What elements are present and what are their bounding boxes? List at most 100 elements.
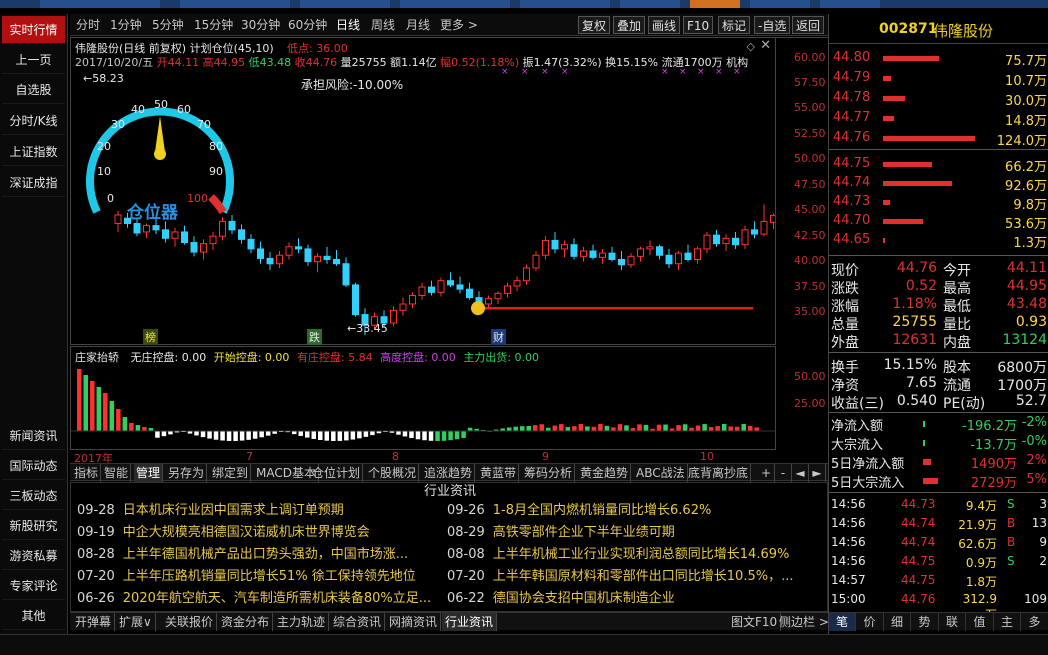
candle bbox=[333, 249, 340, 266]
period-more[interactable]: 更多 > bbox=[440, 18, 478, 32]
tab-save-as[interactable]: 另存为 bbox=[166, 464, 208, 482]
tab-manage[interactable]: 管理 bbox=[134, 464, 164, 482]
sidebar-item-intl[interactable]: 国际动态 bbox=[2, 452, 65, 480]
period-60min[interactable]: 60分钟 bbox=[288, 18, 328, 32]
sidebar-item-news[interactable]: 新闻资讯 bbox=[2, 422, 65, 450]
quote-tab[interactable]: 多 bbox=[1022, 613, 1048, 631]
sidebar-item-realtime[interactable]: 实时行情 bbox=[2, 16, 65, 44]
quote-tab[interactable]: 主 bbox=[994, 613, 1021, 631]
tab-macd[interactable]: MACD基本 bbox=[254, 464, 319, 482]
ask-row[interactable]: 44.78 30.0万 bbox=[829, 90, 1048, 109]
tab-chip[interactable]: 筹码分析 bbox=[522, 464, 576, 482]
sidebar-item-watchlist[interactable]: 自选股 bbox=[2, 76, 65, 104]
sidebar-item-sh-index[interactable]: 上证指数 bbox=[2, 138, 65, 166]
tab-indicator[interactable]: 指标 bbox=[72, 464, 102, 482]
tab-overview[interactable]: 个股概况 bbox=[366, 464, 420, 482]
scroll-right-button[interactable]: ► bbox=[809, 464, 826, 482]
period-30min[interactable]: 30分钟 bbox=[241, 18, 281, 32]
restore-rights-button[interactable]: 复权 bbox=[578, 16, 611, 34]
back-button[interactable]: 返回 bbox=[792, 16, 825, 34]
news-item[interactable]: 09-19 中企大规模亮相德国汉诺威机床世界博览会 bbox=[77, 525, 370, 540]
quote-tab[interactable]: 细 bbox=[884, 613, 911, 631]
sidebar-toggle-button[interactable]: 侧边栏 > bbox=[779, 615, 829, 629]
ask-row[interactable]: 44.77 14.8万 bbox=[829, 110, 1048, 129]
bid-row[interactable]: 44.73 9.8万 bbox=[829, 194, 1048, 213]
sidebar-item-expert[interactable]: 专家评论 bbox=[2, 572, 65, 600]
tab-gold-trend[interactable]: 黄金趋势 bbox=[578, 464, 632, 482]
signal-marker: × bbox=[561, 67, 569, 77]
period-5min[interactable]: 5分钟 bbox=[152, 18, 184, 32]
event-tag-finance[interactable]: 财 bbox=[491, 329, 506, 345]
sidebar-item-sz-index[interactable]: 深证成指 bbox=[2, 169, 65, 197]
overlay-button[interactable]: 叠加 bbox=[613, 16, 646, 34]
sidebar-item-prev-page[interactable]: 上一页 bbox=[2, 46, 65, 74]
news-item[interactable]: 08-08 上半年机械工业行业实现利润总额同比增长14.69% bbox=[447, 547, 790, 562]
kline-chart[interactable]: 伟隆股份(日线 前复权) 计划仓位(45,10) 低点: 36.00 ◇ ✕ 2… bbox=[70, 37, 776, 345]
tab-bind-to[interactable]: 绑定到 bbox=[210, 464, 252, 482]
tab-web-news[interactable]: 网摘资讯 bbox=[386, 613, 442, 631]
period-timeshare[interactable]: 分时 bbox=[76, 18, 101, 32]
quote-tab[interactable]: 联 bbox=[939, 613, 966, 631]
ask-row[interactable]: 44.76 124.0万 bbox=[829, 130, 1048, 149]
tab-smart[interactable]: 智能 bbox=[102, 464, 132, 482]
bid-row[interactable]: 44.65 1.3万 bbox=[829, 232, 1048, 251]
tab-yellow-blue[interactable]: 黄蓝带 bbox=[478, 464, 520, 482]
tab-chase-trend[interactable]: 追涨趋势 bbox=[422, 464, 476, 482]
bid-row[interactable]: 44.70 53.6万 bbox=[829, 213, 1048, 232]
sidebar-item-private[interactable]: 游资私募 bbox=[2, 542, 65, 570]
news-item[interactable]: 07-20 上半年韩国原材料和零部件出口同比增长10.5%，... bbox=[447, 569, 794, 584]
mark-button[interactable]: 标记 bbox=[718, 16, 751, 34]
f10-graphic-button[interactable]: 图文F10 bbox=[728, 613, 782, 631]
quote-tab[interactable]: 势 bbox=[912, 613, 939, 631]
scroll-left-button[interactable]: ◄ bbox=[792, 464, 809, 482]
tab-position-plan[interactable]: 仓位计划 bbox=[310, 464, 364, 482]
news-item[interactable]: 06-22 德国协会支招中国机床制造企业 bbox=[447, 591, 675, 606]
tab-general-news[interactable]: 综合资讯 bbox=[330, 613, 386, 631]
sidebar-item-other[interactable]: 其他 bbox=[2, 602, 65, 630]
indicator-bar bbox=[409, 431, 414, 438]
zoom-in-button[interactable]: + bbox=[758, 464, 775, 482]
sidebar-item-ipo[interactable]: 新股研究 bbox=[2, 512, 65, 540]
buy-signal-icon[interactable] bbox=[471, 301, 485, 316]
quote-tab[interactable]: 值 bbox=[967, 613, 994, 631]
news-item[interactable]: 09-26 1-8月全国内燃机销量同比增长6.62% bbox=[447, 503, 712, 518]
tab-related-quote[interactable]: 关联报价 bbox=[162, 613, 218, 631]
chevron-icon[interactable]: ◇ bbox=[746, 40, 755, 53]
signal-marker: × bbox=[715, 67, 723, 77]
event-tag-drop[interactable]: 跌 bbox=[307, 329, 322, 345]
period-daily[interactable]: 日线 bbox=[336, 18, 361, 32]
tab-industry-news[interactable]: 行业资讯 bbox=[442, 613, 498, 631]
news-item[interactable]: 08-28 上半年德国机械产品出口势头强劲，中国市场涨... bbox=[77, 547, 409, 562]
period-15min[interactable]: 15分钟 bbox=[194, 18, 234, 32]
quote-tab[interactable]: 价 bbox=[857, 613, 884, 631]
draw-button[interactable]: 画线 bbox=[648, 16, 681, 34]
candle bbox=[143, 223, 150, 239]
ask-row[interactable]: 44.80 75.7万 bbox=[829, 50, 1048, 69]
indicator-chart[interactable]: 庄家抬轿 无庄控盘: 0.00 开始控盘: 0.00 有庄控盘: 5.84 高度… bbox=[70, 346, 776, 450]
tab-expand[interactable]: 扩展∨ bbox=[116, 613, 156, 631]
sidebar-item-kline[interactable]: 分时/K线 bbox=[2, 107, 65, 135]
tab-divergence[interactable]: 底背离抄底 bbox=[686, 464, 752, 482]
period-1min[interactable]: 1分钟 bbox=[110, 18, 142, 32]
add-watchlist-button[interactable]: -自选 bbox=[754, 16, 791, 34]
news-item[interactable]: 06-26 2020年航空航天、汽车制造所需机床装备80%立足... bbox=[77, 591, 432, 606]
sidebar-item-neeq[interactable]: 三板动态 bbox=[2, 482, 65, 510]
tab-fund-dist[interactable]: 资金分布 bbox=[218, 613, 274, 631]
close-icon[interactable]: ✕ bbox=[760, 38, 771, 53]
news-item[interactable]: 08-29 高铁零部件企业下半年业绩可期 bbox=[447, 525, 675, 540]
tab-main-track[interactable]: 主力轨迹 bbox=[274, 613, 330, 631]
event-tag-list[interactable]: 榜 bbox=[143, 329, 158, 345]
bid-row[interactable]: 44.74 92.6万 bbox=[829, 175, 1048, 194]
ask-row[interactable]: 44.79 10.7万 bbox=[829, 70, 1048, 89]
bid-row[interactable]: 44.75 66.2万 bbox=[829, 156, 1048, 175]
news-item[interactable]: 07-20 上半年压路机销量同比增长51% 徐工保持领先地位 bbox=[77, 569, 416, 584]
period-weekly[interactable]: 周线 bbox=[371, 18, 396, 32]
f10-button[interactable]: F10 bbox=[683, 16, 714, 34]
news-item[interactable]: 09-28 日本机床行业因中国需求上调订单预期 bbox=[77, 503, 344, 518]
quote-tab[interactable]: 笔 bbox=[829, 613, 856, 631]
top-menu-strip[interactable] bbox=[0, 0, 1048, 8]
tab-danmaku[interactable]: 开弹幕 bbox=[72, 613, 116, 631]
period-monthly[interactable]: 月线 bbox=[406, 18, 431, 32]
zoom-out-button[interactable]: - bbox=[775, 464, 792, 482]
tab-abc[interactable]: ABC战法 bbox=[634, 464, 688, 482]
